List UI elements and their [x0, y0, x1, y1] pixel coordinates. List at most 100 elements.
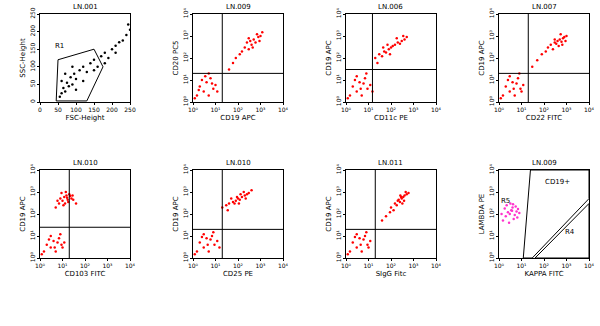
svg-text:LN.006: LN.006: [378, 3, 403, 11]
svg-text:CD19 APC: CD19 APC: [172, 196, 180, 231]
svg-text:10⁴: 10⁴: [335, 7, 342, 18]
svg-text:10¹: 10¹: [516, 106, 527, 113]
svg-text:200: 200: [29, 25, 36, 37]
svg-text:10⁴: 10⁴: [584, 106, 595, 113]
svg-text:10⁰: 10⁰: [488, 95, 495, 106]
svg-text:10⁴: 10⁴: [125, 262, 136, 269]
svg-text:10²: 10²: [488, 51, 495, 62]
svg-text:10⁰: 10⁰: [182, 251, 189, 262]
svg-text:10⁰: 10⁰: [488, 251, 495, 262]
svg-text:CD19 APC: CD19 APC: [478, 40, 486, 75]
svg-text:R1: R1: [55, 42, 64, 50]
svg-text:0: 0: [29, 99, 36, 103]
svg-text:LN.001: LN.001: [73, 3, 98, 11]
svg-text:10²: 10²: [233, 106, 244, 113]
svg-text:10⁰: 10⁰: [341, 262, 352, 269]
svg-text:10¹: 10¹: [57, 262, 68, 269]
svg-text:R4: R4: [565, 228, 575, 236]
svg-text:CD19 APC: CD19 APC: [325, 40, 333, 75]
svg-text:FSC-Height: FSC-Height: [66, 114, 105, 122]
svg-text:10³: 10³: [408, 262, 419, 269]
svg-text:10²: 10²: [182, 51, 189, 62]
svg-text:10⁰: 10⁰: [182, 95, 189, 106]
svg-text:10⁰: 10⁰: [188, 106, 199, 113]
svg-text:CD19 APC: CD19 APC: [19, 196, 27, 231]
svg-text:250: 250: [124, 106, 136, 113]
svg-text:10²: 10²: [182, 207, 189, 218]
svg-text:10³: 10³: [561, 106, 572, 113]
svg-text:250: 250: [29, 7, 36, 19]
svg-text:10²: 10²: [335, 51, 342, 62]
svg-text:10²: 10²: [233, 262, 244, 269]
svg-text:10²: 10²: [335, 207, 342, 218]
svg-text:10⁴: 10⁴: [488, 163, 495, 174]
svg-text:CD11c PE: CD11c PE: [374, 114, 408, 122]
svg-text:10¹: 10¹: [335, 229, 342, 240]
svg-text:10³: 10³: [255, 106, 266, 113]
svg-text:10⁴: 10⁴: [335, 163, 342, 174]
svg-text:10²: 10²: [539, 262, 550, 269]
svg-text:10³: 10³: [561, 262, 572, 269]
svg-text:50: 50: [29, 80, 36, 88]
svg-text:10⁰: 10⁰: [494, 262, 505, 269]
svg-text:10³: 10³: [488, 185, 495, 196]
svg-text:200: 200: [106, 106, 118, 113]
svg-text:10⁴: 10⁴: [182, 163, 189, 174]
svg-text:10⁰: 10⁰: [341, 106, 352, 113]
svg-text:10²: 10²: [488, 207, 495, 218]
svg-text:10²: 10²: [386, 262, 397, 269]
svg-text:10¹: 10¹: [363, 106, 374, 113]
svg-text:10⁴: 10⁴: [182, 7, 189, 18]
svg-text:R5: R5: [501, 197, 510, 205]
svg-text:SIgG Fitc: SIgG Fitc: [376, 270, 407, 278]
svg-text:10³: 10³: [488, 29, 495, 40]
svg-text:10²: 10²: [29, 207, 36, 218]
svg-text:10¹: 10¹: [516, 262, 527, 269]
svg-text:10⁰: 10⁰: [29, 251, 36, 262]
svg-text:50: 50: [54, 106, 62, 113]
svg-text:10⁴: 10⁴: [584, 262, 595, 269]
svg-text:10¹: 10¹: [363, 262, 374, 269]
svg-text:10⁴: 10⁴: [29, 163, 36, 174]
svg-text:10⁰: 10⁰: [35, 262, 46, 269]
svg-text:CD20 PC5: CD20 PC5: [172, 41, 180, 76]
svg-text:LN.009: LN.009: [226, 3, 251, 11]
svg-text:CD22 FITC: CD22 FITC: [526, 114, 562, 122]
svg-text:10³: 10³: [408, 106, 419, 113]
svg-text:LN.007: LN.007: [532, 3, 557, 11]
svg-text:10¹: 10¹: [488, 229, 495, 240]
svg-text:CD19+: CD19+: [545, 178, 570, 186]
svg-text:LN.010: LN.010: [73, 159, 98, 167]
svg-text:SSC-Height: SSC-Height: [19, 38, 27, 78]
svg-text:10³: 10³: [335, 185, 342, 196]
svg-text:LAMBDA PE: LAMBDA PE: [478, 194, 486, 235]
svg-text:10³: 10³: [255, 262, 266, 269]
svg-text:10⁰: 10⁰: [335, 251, 342, 262]
svg-text:100: 100: [29, 60, 36, 72]
svg-text:10¹: 10¹: [210, 262, 221, 269]
svg-text:10¹: 10¹: [29, 229, 36, 240]
svg-text:10⁴: 10⁴: [431, 262, 442, 269]
svg-text:10⁰: 10⁰: [494, 106, 505, 113]
svg-text:10²: 10²: [80, 262, 91, 269]
svg-text:10²: 10²: [386, 106, 397, 113]
svg-text:LN.011: LN.011: [378, 159, 403, 167]
svg-text:10⁴: 10⁴: [278, 262, 289, 269]
svg-text:10¹: 10¹: [182, 73, 189, 84]
svg-text:10⁰: 10⁰: [335, 95, 342, 106]
svg-text:10⁴: 10⁴: [488, 7, 495, 18]
svg-text:100: 100: [70, 106, 82, 113]
svg-text:10⁴: 10⁴: [431, 106, 442, 113]
svg-text:CD103 FITC: CD103 FITC: [65, 270, 106, 278]
svg-text:10³: 10³: [102, 262, 113, 269]
svg-text:150: 150: [88, 106, 100, 113]
svg-text:CD19 APC: CD19 APC: [220, 114, 255, 122]
svg-text:10¹: 10¹: [210, 106, 221, 113]
svg-text:10³: 10³: [182, 29, 189, 40]
svg-text:LN.010: LN.010: [226, 159, 251, 167]
svg-text:150: 150: [29, 42, 36, 54]
svg-text:10³: 10³: [29, 185, 36, 196]
svg-text:KAPPA FITC: KAPPA FITC: [524, 270, 563, 278]
svg-text:CD19 APC: CD19 APC: [325, 196, 333, 231]
svg-text:LN.009: LN.009: [532, 159, 557, 167]
